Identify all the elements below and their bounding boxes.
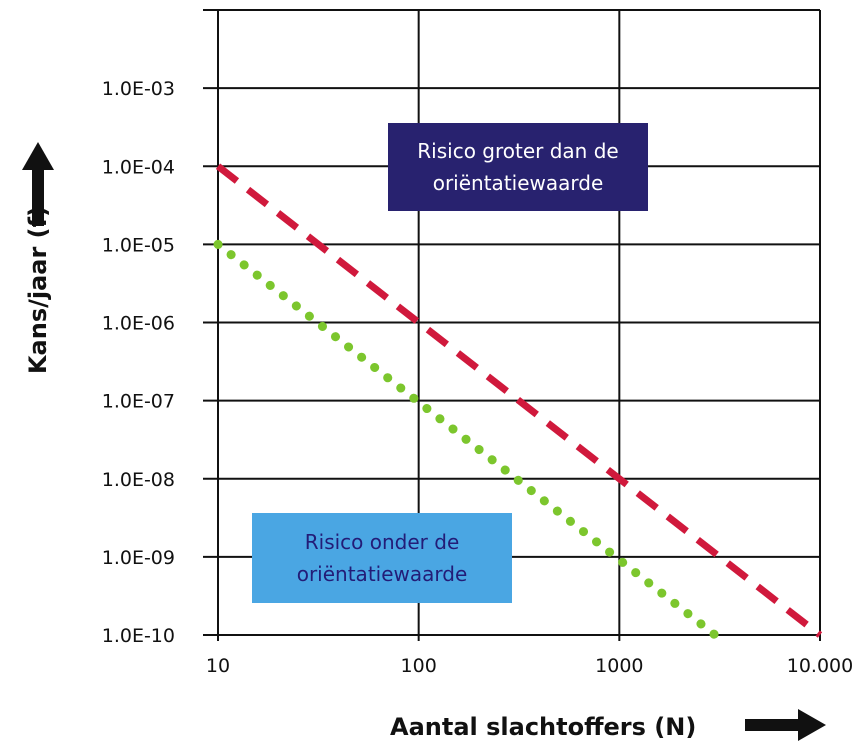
arrow-up-icon bbox=[22, 142, 54, 226]
x-tick-label-1: 100 bbox=[401, 655, 437, 677]
x-tick-label-2: 1000 bbox=[595, 655, 643, 677]
risk-below-text: Risico onder de oriëntatiewaarde bbox=[296, 530, 468, 586]
y-tick-label-4: 1.0E-07 bbox=[102, 391, 175, 413]
x-tick-label-0: 10 bbox=[206, 655, 230, 677]
y-axis-title: Kans/jaar (f) bbox=[24, 206, 52, 374]
series-line-2 bbox=[213, 239, 720, 640]
risk-below-label: Risico onder de oriëntatiewaarde bbox=[252, 513, 512, 603]
risk-above-text: Risico groter dan de oriëntatiewaarde bbox=[417, 139, 619, 195]
tick-labels: 10 100 1000 10.000 1.0E-03 1.0E-04 1.0E-05 1.0E… bbox=[102, 78, 854, 677]
y-tick-label-1: 1.0E-04 bbox=[102, 156, 175, 178]
y-tick-label-6: 1.0E-09 bbox=[102, 547, 175, 569]
y-tick-label-3: 1.0E-06 bbox=[102, 313, 175, 335]
y-tick-label-0: 1.0E-03 bbox=[102, 78, 175, 100]
y-tick-label-5: 1.0E-08 bbox=[102, 469, 175, 491]
risk-above-label: Risico groter dan de oriëntatiewaarde bbox=[388, 123, 648, 211]
arrow-right-icon bbox=[745, 709, 826, 741]
x-tick-label-3: 10.000 bbox=[787, 655, 853, 677]
y-tick-label-7: 1.0E-10 bbox=[102, 625, 175, 647]
series-line-1 bbox=[215, 163, 823, 638]
series-layer bbox=[213, 163, 823, 640]
x-axis-title: Aantal slachtoffers (N) bbox=[390, 713, 696, 741]
y-tick-label-2: 1.0E-05 bbox=[102, 234, 175, 256]
